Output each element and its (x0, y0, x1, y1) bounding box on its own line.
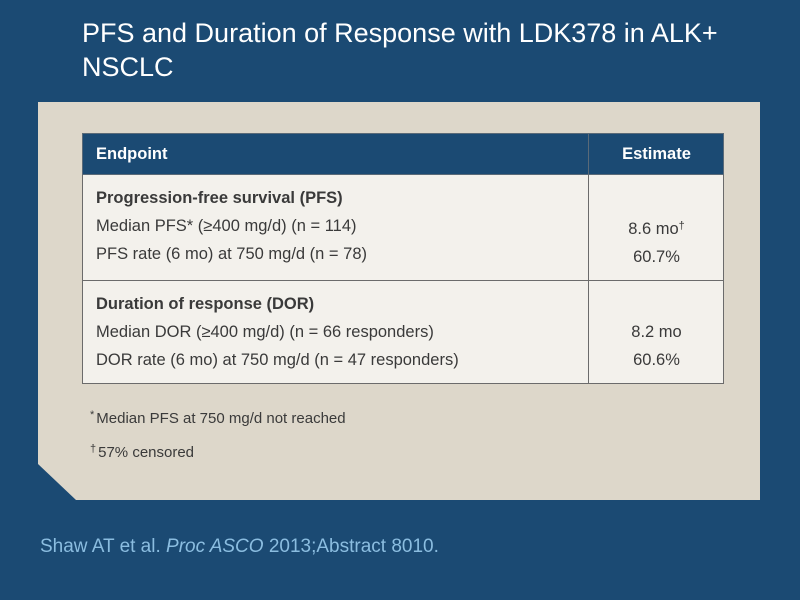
value-median-dor: 8.2 mo (631, 323, 682, 341)
table-row-dor: Duration of response (DOR) Median DOR (≥… (82, 280, 724, 384)
value-pfs-rate: 60.7% (633, 248, 680, 266)
value-median-pfs-text: 8.6 mo (628, 220, 679, 238)
footnote-text-dagger: 57% censored (98, 444, 195, 461)
footnote-mark-dagger: † (90, 443, 97, 455)
footnote-asterisk: * Median PFS at 750 mg/d not reached (90, 400, 346, 434)
footnote-mark-asterisk: * (90, 409, 95, 421)
dor-endpoint-cell: Duration of response (DOR) Median DOR (≥… (82, 280, 589, 384)
citation-authors: Shaw AT et al. (40, 536, 161, 557)
footnote-dagger: † 57% censored (90, 434, 346, 468)
row-label-pfs-rate: PFS rate (6 mo) at 750 mg/d (n = 78) (96, 245, 367, 263)
row-label-median-dor: Median DOR (≥400 mg/d) (n = 66 responder… (96, 323, 434, 341)
section-title-dor: Duration of response (DOR) (96, 295, 315, 313)
footnote-text-asterisk: Median PFS at 750 mg/d not reached (96, 410, 346, 427)
footnotes: * Median PFS at 750 mg/d not reached † 57%… (90, 400, 346, 468)
row-label-dor-rate: DOR rate (6 mo) at 750 mg/d (n = 47 resp… (96, 351, 459, 369)
header-endpoint: Endpoint (82, 133, 589, 175)
citation-details: 2013;Abstract 8010. (268, 536, 439, 557)
section-title-pfs: Progression-free survival (PFS) (96, 189, 343, 207)
value-dor-rate: 60.6% (633, 351, 680, 369)
dagger-mark: † (678, 220, 685, 232)
dor-estimate-cell: 8.2 mo 60.6% (588, 280, 724, 384)
row-label-median-pfs: Median PFS* (≥400 mg/d) (n = 114) (96, 217, 357, 235)
pfs-endpoint-cell: Progression-free survival (PFS) Median P… (82, 174, 589, 281)
header-estimate: Estimate (588, 133, 724, 175)
citation: Shaw AT et al. Proc ASCO 2013;Abstract 8… (40, 536, 439, 558)
value-median-pfs: 8.6 mo† (602, 212, 711, 243)
slide-title: PFS and Duration of Response with LDK378… (82, 18, 718, 82)
endpoint-table: Endpoint Estimate Progression-free survi… (82, 133, 724, 384)
citation-journal: Proc ASCO (166, 536, 264, 557)
table-row-pfs: Progression-free survival (PFS) Median P… (82, 174, 724, 281)
pfs-estimate-cell: 8.6 mo† 60.7% (588, 174, 724, 281)
table-header-row: Endpoint Estimate (82, 133, 724, 175)
content-panel: Endpoint Estimate Progression-free survi… (38, 102, 760, 500)
